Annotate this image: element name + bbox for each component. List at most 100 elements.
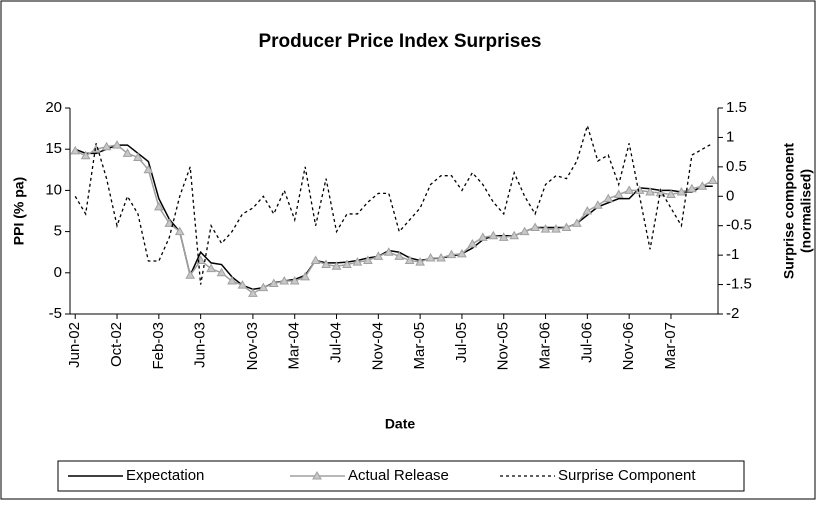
x-tick-label: Nov-05 — [495, 322, 512, 370]
data-point — [112, 140, 122, 149]
data-point — [561, 222, 572, 231]
y2-tick-label: -1 — [726, 246, 739, 263]
data-point — [645, 187, 655, 196]
data-point — [519, 226, 530, 236]
data-point — [676, 187, 687, 196]
chart-title: Producer Price Index Surprises — [258, 31, 541, 52]
data-point — [153, 201, 164, 211]
data-point — [477, 232, 488, 241]
data-point — [373, 251, 384, 260]
y-axis-label: PPI (% pa) — [11, 177, 27, 245]
x-tick-label: Jul-05 — [453, 322, 470, 363]
data-point — [425, 252, 436, 262]
data-point — [707, 175, 718, 185]
y-tick-label: 20 — [45, 99, 62, 116]
data-point — [289, 276, 300, 285]
data-point — [143, 164, 154, 174]
x-tick-label: Nov-04 — [369, 322, 386, 370]
x-tick-label: Mar-04 — [286, 322, 303, 370]
data-point — [404, 255, 415, 264]
data-point — [530, 222, 540, 231]
data-point — [457, 248, 467, 258]
data-point — [394, 251, 405, 260]
data-point — [321, 259, 331, 269]
data-point — [613, 189, 624, 199]
data-point — [624, 185, 635, 194]
y2-tick-label: -0.5 — [726, 217, 752, 234]
y2-tick-label: 0 — [726, 187, 734, 204]
legend-label: Actual Release — [348, 467, 449, 484]
data-point — [655, 187, 666, 197]
x-axis-label: Date — [385, 416, 416, 432]
data-point — [540, 224, 551, 233]
data-point — [415, 257, 425, 266]
data-point — [446, 249, 457, 259]
y-tick-label: 0 — [54, 264, 62, 281]
data-point — [603, 193, 614, 203]
data-point — [697, 181, 708, 190]
y2-tick-label: 0.5 — [726, 158, 747, 175]
data-point — [80, 150, 91, 160]
data-point — [634, 185, 645, 194]
data-point — [363, 255, 373, 264]
data-point — [216, 267, 227, 277]
data-point — [498, 232, 509, 241]
x-tick-label: Mar-07 — [662, 322, 679, 370]
data-point — [687, 183, 697, 193]
data-point — [342, 259, 352, 269]
y-tick-label: 15 — [45, 140, 62, 157]
data-point — [227, 276, 237, 285]
data-point — [258, 282, 269, 292]
x-tick-label: Mar-06 — [537, 322, 554, 370]
y-tick-label: 5 — [54, 223, 62, 240]
y2-tick-label: -1.5 — [726, 276, 752, 293]
data-point — [300, 271, 311, 281]
y-tick-label: 10 — [45, 181, 62, 198]
data-point — [133, 152, 143, 161]
data-point — [279, 276, 290, 285]
legend-label: Surprise Component — [558, 467, 696, 484]
data-point — [206, 263, 216, 273]
y-tick-label: -5 — [49, 305, 62, 322]
x-tick-label: Mar-05 — [411, 322, 428, 370]
data-point — [70, 145, 81, 155]
data-point — [237, 280, 248, 289]
y2-tick-label: 1 — [726, 128, 734, 145]
y2-tick-label: -2 — [726, 305, 739, 322]
data-point — [509, 230, 520, 240]
x-tick-label: Jun-02 — [66, 322, 83, 368]
x-tick-label: Jul-04 — [327, 322, 344, 363]
data-point — [666, 189, 676, 199]
data-point — [248, 288, 258, 297]
y2-axis-label: Surprise component — [781, 143, 797, 279]
legend — [57, 460, 745, 492]
data-point — [174, 226, 185, 236]
data-point — [310, 255, 321, 264]
x-tick-label: Jun-03 — [192, 322, 209, 368]
data-point — [268, 278, 279, 288]
legend-marker — [312, 470, 322, 480]
data-point — [164, 218, 175, 227]
data-point — [122, 148, 133, 157]
x-tick-label: Oct-02 — [108, 322, 125, 367]
x-tick-label: Jul-06 — [578, 322, 595, 363]
data-point — [467, 238, 478, 248]
data-point — [185, 270, 196, 279]
y2-axis-label: (normalised) — [798, 169, 814, 253]
x-tick-label: Feb-03 — [150, 322, 167, 370]
y2-tick-label: 1.5 — [726, 99, 747, 116]
legend-label: Expectation — [126, 467, 204, 484]
data-point — [551, 224, 561, 233]
data-point — [488, 230, 499, 240]
x-tick-label: Nov-06 — [620, 322, 637, 370]
data-point — [436, 252, 446, 262]
x-tick-label: Nov-03 — [244, 322, 261, 370]
data-point — [582, 205, 593, 215]
data-point — [383, 247, 394, 256]
data-point — [572, 218, 582, 227]
data-point — [101, 141, 112, 151]
data-point — [592, 200, 603, 209]
data-point — [352, 257, 363, 266]
